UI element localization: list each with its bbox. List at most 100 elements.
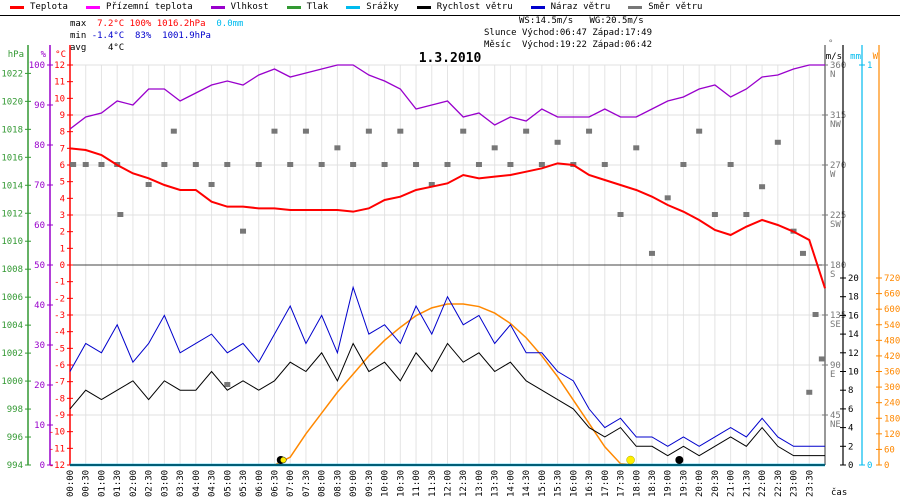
wg: WG:20.5m/s [589,16,644,26]
temp-tick-label: 4 [60,194,65,204]
moonrise: Východ:19:22 [521,40,587,50]
wind-direction-point [271,128,278,134]
max-rain: 0.0mm [216,19,244,29]
solar-tick-label: 600 [884,305,900,315]
wind-tick-label: 4 [848,424,853,434]
temp-tick-label: 1 [60,244,65,254]
press-tick-label: 1012 [1,209,23,219]
solar-tick-label: 180 [884,414,900,424]
wind-direction-point [460,128,467,134]
wind-direction-point [475,162,482,167]
hum-tick-label: 0 [40,461,45,471]
wind-direction-point [491,145,498,151]
wind-direction-point [287,162,294,167]
solar-tick-label: 360 [884,368,900,378]
wind-direction-point [444,162,451,167]
wind-tick-label: 6 [848,405,853,415]
wind-direction-point [586,128,593,134]
x-tick-label: 09:30 [365,470,375,497]
sun-info: Slunce Východ:06:47 Západ:17:49 [484,28,652,39]
temp-tick-label: -1 [54,278,65,288]
legend-item: Teplota [10,2,68,13]
stats-max: max 7.2°C 100% 1016.2hPa 0.0mm [70,19,243,30]
x-tick-label: 00:30 [82,470,92,497]
x-tick-label: 22:00 [758,470,768,497]
x-tick-label: 13:00 [475,470,485,497]
solar-axis-unit: W [873,52,879,62]
temp-tick-label: 9 [60,111,65,121]
x-axis-label: čas [831,487,847,498]
wind-direction-point [680,162,687,167]
wind-direction-point [192,162,199,167]
min-temp: -1.4°C [91,31,125,41]
x-tick-label: 14:00 [506,470,516,497]
legend-label: Přízemní teplota [105,2,193,12]
wind-direction-point [617,212,624,217]
x-tick-label: 05:30 [239,470,249,497]
wind-direction-point [70,162,77,167]
press-tick-label: 1000 [1,377,23,387]
temp-tick-label: 7 [60,144,65,154]
x-tick-label: 23:00 [790,470,800,497]
dir-dir-label: NW [830,120,841,130]
hum-tick-label: 40 [34,301,45,311]
wind-direction-point [334,145,341,151]
wind-direction-point [302,128,309,134]
dir-tick-label: 90 [830,361,841,371]
x-tick-label: 02:00 [129,470,139,497]
x-tick-label: 16:30 [585,470,595,497]
x-tick-label: 19:00 [664,470,674,497]
temp-tick-label: -10 [49,428,65,438]
temp-tick-label: -12 [49,461,65,471]
wind-direction-point [82,162,89,167]
wind-direction-point [224,382,231,387]
x-tick-label: 03:30 [176,470,186,497]
avg-temp: 4°C [107,43,125,53]
wind-direction-point [117,212,124,217]
wind-tick-label: 12 [848,349,859,359]
sun-label: Slunce [484,28,517,38]
x-tick-label: 12:30 [459,470,469,497]
wind-axis-unit: m/s [826,52,842,62]
wind-direction-point [727,162,734,167]
max-press: 1016.2hPa [156,19,206,29]
temp-tick-label: 5 [60,178,65,188]
press-tick-label: 1020 [1,97,23,107]
dir-tick-label: 135 [830,311,846,321]
wind-direction-point [523,128,530,134]
temp-tick-label: -5 [54,344,65,354]
hum-tick-label: 90 [34,101,45,111]
wind-tick-label: 2 [848,442,853,452]
x-tick-label: 14:30 [522,470,532,497]
hum-tick-label: 60 [34,221,45,231]
dir-axis-unit: ° [828,39,833,49]
x-tick-label: 01:00 [97,470,107,497]
wind-tick-label: 14 [848,330,859,340]
series-rychlost-v-tru [69,342,825,457]
temp-tick-label: -2 [54,294,65,304]
hum-tick-label: 50 [34,261,45,271]
solar-tick-label: 720 [884,274,900,284]
temp-tick-label: -8 [54,394,65,404]
hum-tick-label: 30 [34,341,45,351]
legend-swatch [346,6,361,9]
wind-tick-label: 10 [848,368,859,378]
temp-tick-label: 6 [60,161,65,171]
rain-tick-label: 1 [867,61,872,71]
legend-label: Vlhkost [230,2,269,12]
wind-direction-point [774,139,781,145]
solar-tick-label: 120 [884,430,900,440]
legend-item: Směr větru [628,2,702,13]
sunset: Západ:17:49 [592,28,652,38]
solar-tick-label: 300 [884,383,900,393]
press-tick-label: 1004 [1,321,23,331]
legend-swatch [210,6,225,9]
temp-tick-label: 3 [60,211,65,221]
hum-tick-label: 80 [34,141,45,151]
min-hum: 83% [135,31,152,41]
x-tick-label: 22:30 [774,470,784,497]
x-tick-label: 07:30 [302,470,312,497]
press-tick-label: 996 [7,433,23,443]
dir-dir-label: SW [830,220,841,230]
